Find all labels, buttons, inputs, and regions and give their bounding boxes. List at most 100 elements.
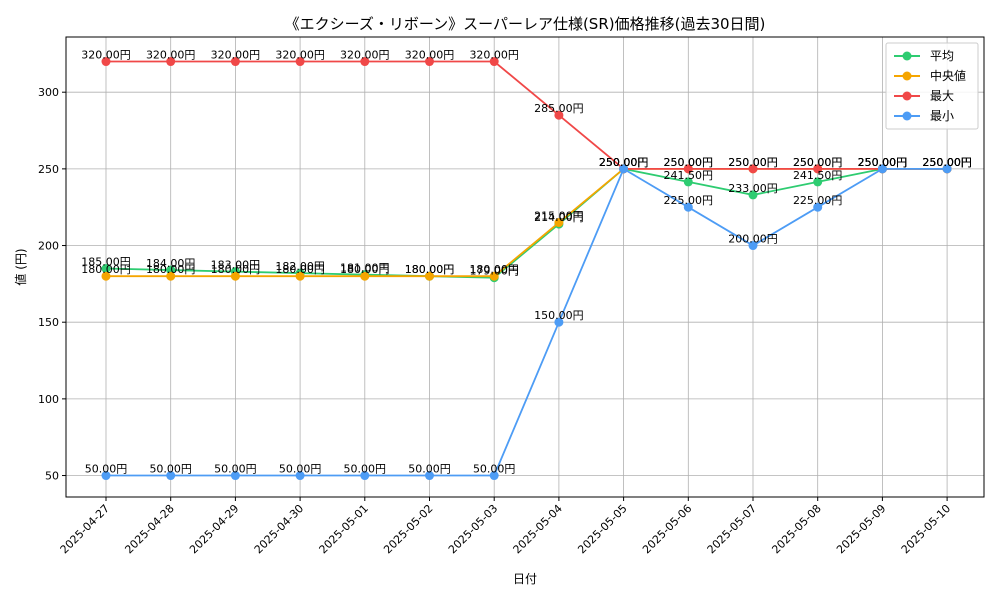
- data-label: 181.00円: [340, 262, 390, 275]
- x-tick-label: 2025-05-09: [834, 502, 888, 556]
- data-label: 320.00円: [340, 49, 390, 62]
- x-axis-label: 日付: [513, 572, 537, 586]
- series-marker-4: [748, 241, 758, 251]
- series-marker-2: [166, 271, 176, 281]
- data-label: 250.00円: [922, 156, 972, 169]
- data-label: 285.00円: [534, 102, 584, 115]
- series-marker-4: [101, 471, 111, 481]
- series-marker-2: [101, 271, 111, 281]
- data-label: 250.00円: [858, 156, 908, 169]
- data-label: 250.00円: [599, 156, 649, 169]
- series-marker-1: [683, 177, 693, 187]
- legend-label-1: 平均: [930, 49, 954, 63]
- data-label: 180.00円: [340, 263, 390, 276]
- x-tick-label: 2025-05-05: [575, 502, 629, 556]
- data-label: 320.00円: [81, 49, 131, 62]
- data-label: 233.00円: [728, 182, 778, 195]
- series-marker-3: [748, 164, 758, 174]
- legend-label-3: 最大: [930, 89, 954, 103]
- data-label: 225.00円: [793, 194, 843, 207]
- y-tick-label: 50: [45, 470, 59, 483]
- data-label: 50.00円: [408, 463, 451, 476]
- data-label: 180.00円: [405, 263, 455, 276]
- x-tick-label: 2025-05-03: [446, 502, 500, 556]
- series-marker-4: [813, 202, 823, 212]
- series-marker-4: [942, 164, 952, 174]
- series-marker-3: [683, 164, 693, 174]
- grid: [66, 37, 984, 497]
- series-marker-4: [166, 471, 176, 481]
- series-marker-2: [295, 271, 305, 281]
- data-label: 241.50円: [793, 169, 843, 182]
- series-marker-3: [295, 57, 305, 67]
- data-label: 50.00円: [473, 463, 516, 476]
- data-label: 320.00円: [405, 49, 455, 62]
- series-marker-4: [619, 164, 629, 174]
- x-tick-label: 2025-04-28: [122, 502, 176, 556]
- series-marker-4: [489, 471, 499, 481]
- y-tick-label: 250: [38, 163, 59, 176]
- series-marker-4: [295, 471, 305, 481]
- data-label: 200.00円: [728, 233, 778, 246]
- y-tick-label: 300: [38, 86, 59, 99]
- series-marker-2: [360, 271, 370, 281]
- series-marker-1: [813, 177, 823, 187]
- data-label: 250.00円: [793, 156, 843, 169]
- data-label: 180.00円: [211, 263, 261, 276]
- series-marker-3: [230, 57, 240, 67]
- series-marker-4: [230, 471, 240, 481]
- series-marker-3: [425, 57, 434, 67]
- series-line-1: [105, 167, 948, 279]
- data-label: 320.00円: [275, 49, 325, 62]
- series-marker-2: [554, 218, 564, 228]
- series-marker-4: [360, 471, 370, 481]
- data-label: 250.00円: [858, 156, 908, 169]
- data-label: 320.00円: [146, 49, 196, 62]
- data-label: 180.00円: [81, 263, 131, 276]
- x-tick-label: 2025-05-07: [705, 502, 759, 556]
- y-tick-label: 200: [38, 240, 59, 253]
- y-tick-label: 150: [38, 316, 59, 329]
- data-label: 180.00円: [469, 263, 519, 276]
- legend-label-2: 中央値: [930, 68, 966, 83]
- series-marker-3: [166, 57, 176, 67]
- data-label: 250.00円: [599, 156, 649, 169]
- series-marker-3: [813, 164, 823, 174]
- data-label: 250.00円: [599, 156, 649, 169]
- x-tick-label: 2025-05-08: [769, 502, 823, 556]
- x-tick-label: 2025-05-04: [511, 502, 565, 556]
- data-label: 250.00円: [922, 156, 972, 169]
- series-marker-1: [101, 264, 111, 274]
- series-marker-2: [425, 271, 434, 281]
- chart-title: 《エクシーズ・リボーン》スーパーレア仕様(SR)価格推移(過去30日間): [285, 15, 766, 33]
- legend-marker-1: [902, 51, 912, 61]
- x-tick-label: 2025-05-02: [381, 502, 435, 556]
- data-label: 250.00円: [728, 156, 778, 169]
- x-tick-label: 2025-04-27: [58, 502, 112, 556]
- legend-marker-3: [902, 91, 912, 101]
- series-marker-2: [489, 271, 499, 281]
- data-label: 250.00円: [728, 156, 778, 169]
- data-label: 250.00円: [922, 156, 972, 169]
- series-layer: [101, 57, 952, 481]
- series-line-3: [106, 60, 948, 170]
- data-label: 225.00円: [664, 194, 714, 207]
- data-label: 185.00円: [81, 256, 131, 269]
- data-label: 320.00円: [211, 49, 261, 62]
- data-label: 50.00円: [344, 463, 387, 476]
- data-label: 180.00円: [405, 263, 455, 276]
- data-label: 320.00円: [469, 49, 519, 62]
- data-label: 182.00円: [275, 260, 325, 273]
- data-label: 184.00円: [146, 257, 196, 270]
- data-label: 250.00円: [793, 156, 843, 169]
- x-tick-label: 2025-05-01: [317, 502, 371, 556]
- series-marker-3: [554, 110, 564, 120]
- series-marker-4: [425, 471, 434, 481]
- data-label: 250.00円: [922, 156, 972, 169]
- data-label: 50.00円: [149, 463, 192, 476]
- series-marker-3: [360, 57, 370, 67]
- series-marker-4: [554, 317, 564, 327]
- data-labels: 185.00円 184.00円 183.00円 182.00円 181.00円 180.0…: [81, 49, 972, 476]
